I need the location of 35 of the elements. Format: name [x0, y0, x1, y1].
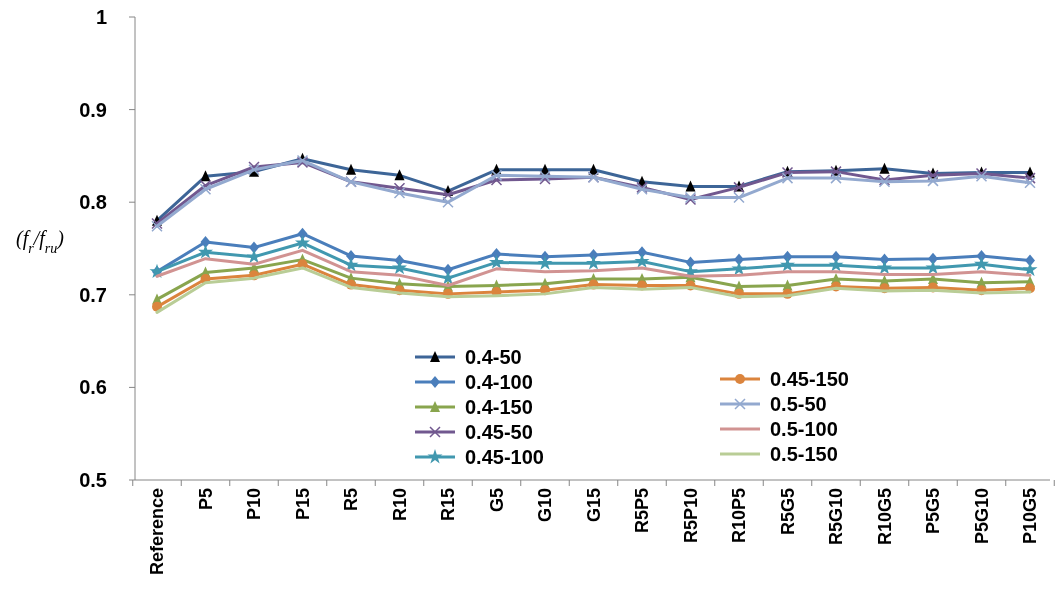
y-tick-label: 0.8 [79, 191, 107, 214]
x-tick-label: P10G5 [1020, 488, 1040, 545]
legend-label: 0.4-50 [465, 346, 522, 368]
legend-label: 0.45-100 [465, 446, 544, 468]
x-tick-label: R10P5 [729, 488, 749, 544]
legend-label: 0.4-100 [465, 371, 533, 393]
y-axis-title: (f$_{r}$/f$_{ru}$) [16, 227, 65, 256]
y-tick-label: 0.6 [79, 376, 107, 399]
y-tick-label: 0.9 [79, 98, 107, 121]
x-tick-label: R5P10 [680, 488, 701, 544]
x-tick-label: G15 [583, 488, 604, 523]
x-tick-label: R5G10 [826, 488, 846, 546]
legend-label: 0.5-50 [770, 393, 827, 415]
legend-label: 0.5-100 [770, 418, 838, 440]
x-tick-label: Reference [147, 488, 167, 576]
x-tick-label: G10 [535, 488, 555, 523]
y-tick-label: 0.7 [79, 283, 107, 306]
y-tick-label: 0.5 [79, 469, 107, 491]
x-tick-label: R5 [341, 488, 361, 512]
x-tick-label: R10 [389, 488, 410, 522]
x-tick-label: P5G5 [923, 488, 943, 535]
y-tick-label: 1 [95, 6, 107, 28]
x-tick-label: P5G10 [971, 488, 992, 545]
legend-label: 0.45-150 [770, 368, 849, 390]
x-tick-label: R10G5 [874, 488, 895, 546]
x-tick-label: R5P5 [632, 488, 652, 534]
x-tick-label: P5 [195, 488, 216, 511]
x-tick-label: P15 [292, 488, 313, 521]
legend-label: 0.4-150 [465, 396, 533, 418]
legend-label: 0.5-150 [770, 443, 838, 465]
x-tick-label: G5 [486, 488, 507, 513]
x-tick-label: R5G5 [777, 488, 798, 536]
legend-label: 0.45-50 [465, 421, 533, 443]
x-tick-label: P10 [244, 488, 264, 521]
x-tick-label: R15 [438, 488, 458, 522]
